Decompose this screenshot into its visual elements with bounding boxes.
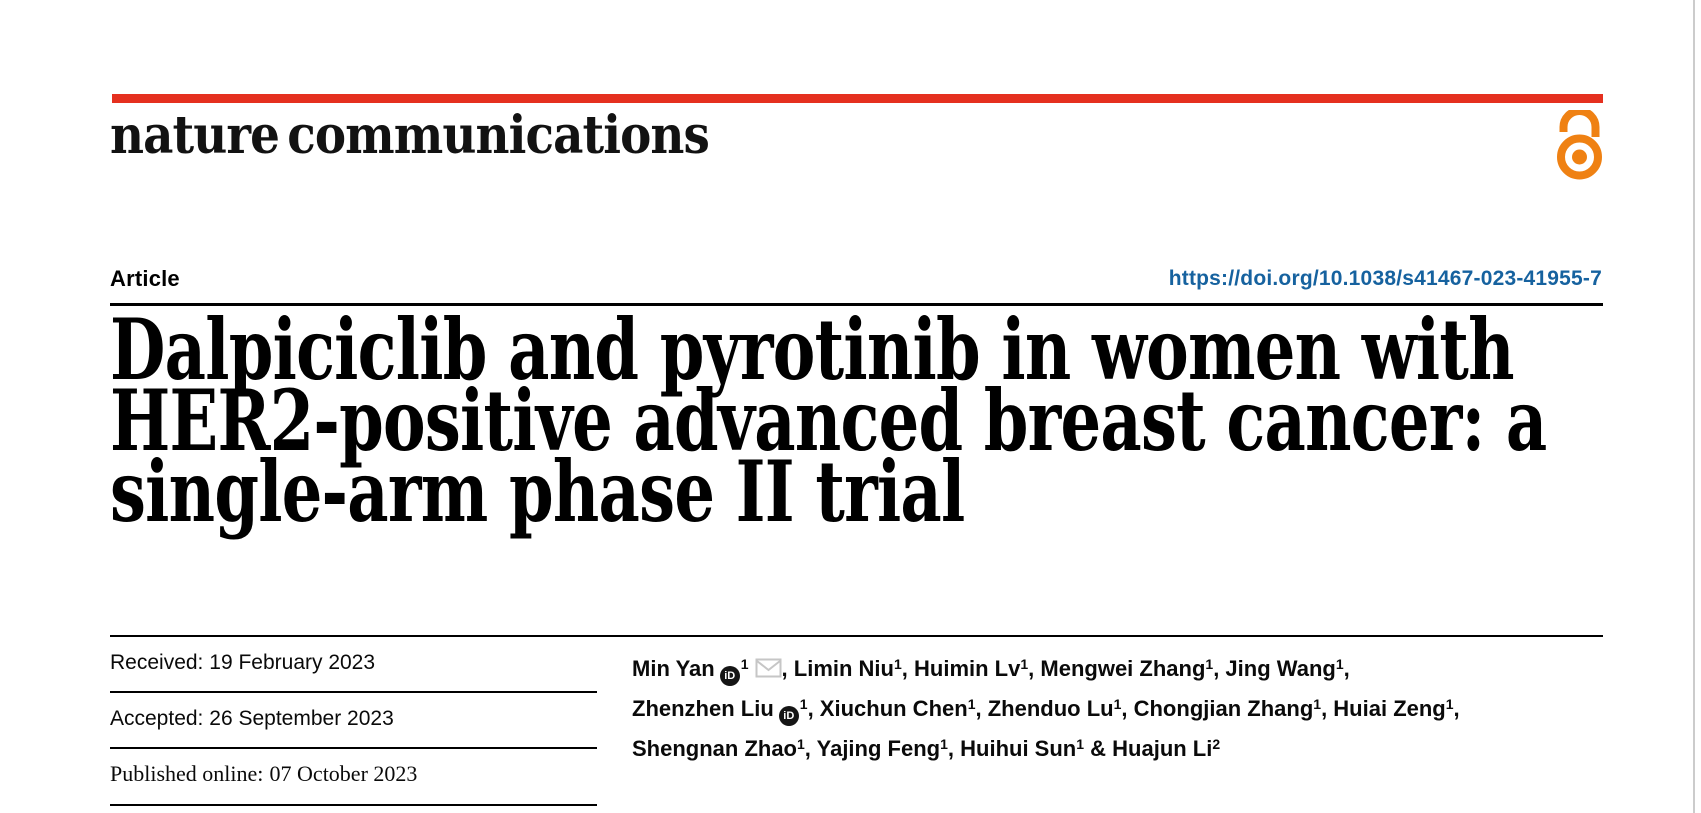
author-affiliation-sup: 2 [1212, 736, 1221, 752]
author-separator: , [1343, 656, 1350, 681]
author-separator: , [1028, 656, 1041, 681]
author-name: Jing Wang [1225, 656, 1336, 681]
author-name: Zhenzhen Liu [632, 696, 774, 721]
published-label: Published online: [110, 761, 264, 786]
author-separator: , [1453, 696, 1460, 721]
accepted-date: 26 September 2023 [209, 707, 394, 730]
author-separator: , [1213, 656, 1226, 681]
author-affiliation-sup: 1 [893, 656, 902, 672]
received-date: 19 February 2023 [209, 651, 376, 674]
author-affiliation-sup: 1 [1020, 656, 1029, 672]
author-affiliation-sup: 1 [1445, 696, 1454, 712]
article-title: Dalpiciclib and pyrotinib in women with … [110, 300, 1701, 541]
author-separator: , [781, 656, 794, 681]
author-affiliation-sup: 1 [740, 656, 749, 672]
author-affiliation-sup: 1 [1076, 736, 1085, 752]
title-line-1: Dalpiciclib and pyrotinib in women with [110, 300, 1515, 399]
author-name: Xiuchun Chen [819, 696, 968, 721]
author-name: Limin Niu [793, 656, 894, 681]
author-name: Huiai Zeng [1333, 696, 1446, 721]
author-line: Shengnan Zhao1, Yajing Feng1, Huihui Sun… [632, 730, 1632, 770]
author-affiliation-sup: 1 [940, 736, 948, 752]
article-type-label: Article [110, 266, 180, 291]
author-separator: , [1321, 696, 1334, 721]
accepted-label: Accepted: [110, 707, 204, 730]
published-row: Published online: 07 October 2023 [110, 761, 417, 787]
author-line: Zhenzhen Liu iD1, Xiuchun Chen1, Zhenduo … [632, 690, 1632, 730]
author-line: Min Yan iD1, Limin Niu1, Huimin Lv1, Meng… [632, 650, 1632, 690]
accepted-row: Accepted: 26 September 2023 [110, 707, 394, 731]
page-edge-line [1693, 0, 1695, 813]
open-access-icon [1556, 107, 1603, 185]
author-name: Zhenduo Lu [987, 696, 1114, 721]
author-affiliation-sup: 1 [797, 736, 805, 752]
title-line-2: HER2-positive advanced breast cancer: a [110, 371, 1547, 470]
author-name: Min Yan [632, 656, 715, 681]
email-envelope-icon [755, 652, 782, 690]
author-separator: , [1121, 696, 1134, 721]
author-separator: , [807, 696, 820, 721]
author-affiliation-sup: 1 [1205, 656, 1214, 672]
author-name: Huimin Lv [914, 656, 1021, 681]
doi-link[interactable]: https://doi.org/10.1038/s41467-023-41955… [1168, 267, 1602, 290]
author-name: Huajun Li [1112, 736, 1213, 761]
received-label: Received: [110, 651, 204, 674]
author-separator: , [804, 736, 817, 761]
published-divider-rule [110, 804, 597, 806]
article-divider-rule [110, 303, 1603, 306]
author-name: Huihui Sun [960, 736, 1077, 761]
author-separator: & [1084, 736, 1113, 761]
author-name: Chongjian Zhang [1133, 696, 1314, 721]
author-name: Yajing Feng [816, 736, 941, 761]
author-name: Mengwei Zhang [1040, 656, 1206, 681]
accepted-divider-rule [110, 747, 597, 749]
journal-logo: nature communications [110, 105, 710, 166]
author-separator: , [975, 696, 988, 721]
orcid-icon: iD [719, 666, 740, 686]
published-date: 07 October 2023 [269, 761, 418, 786]
author-affiliation-sup: 1 [1335, 656, 1344, 672]
author-affiliation-sup: 1 [967, 696, 976, 712]
orcid-icon: iD [778, 706, 799, 726]
author-affiliation-sup: 1 [1313, 696, 1322, 712]
received-divider-rule [110, 691, 597, 693]
author-separator: , [947, 736, 961, 761]
author-affiliation-sup: 1 [1113, 696, 1122, 712]
author-name: Shengnan Zhao [632, 736, 797, 761]
author-separator: , [901, 656, 915, 681]
received-row: Received: 19 February 2023 [110, 651, 375, 675]
author-affiliation-sup: 1 [799, 696, 808, 712]
title-line-3: single-arm phase II trial [110, 442, 965, 541]
brand-color-bar [112, 94, 1603, 103]
header-divider-rule [110, 635, 1603, 637]
author-list: Min Yan iD1, Limin Niu1, Huimin Lv1, Meng… [632, 650, 1632, 770]
